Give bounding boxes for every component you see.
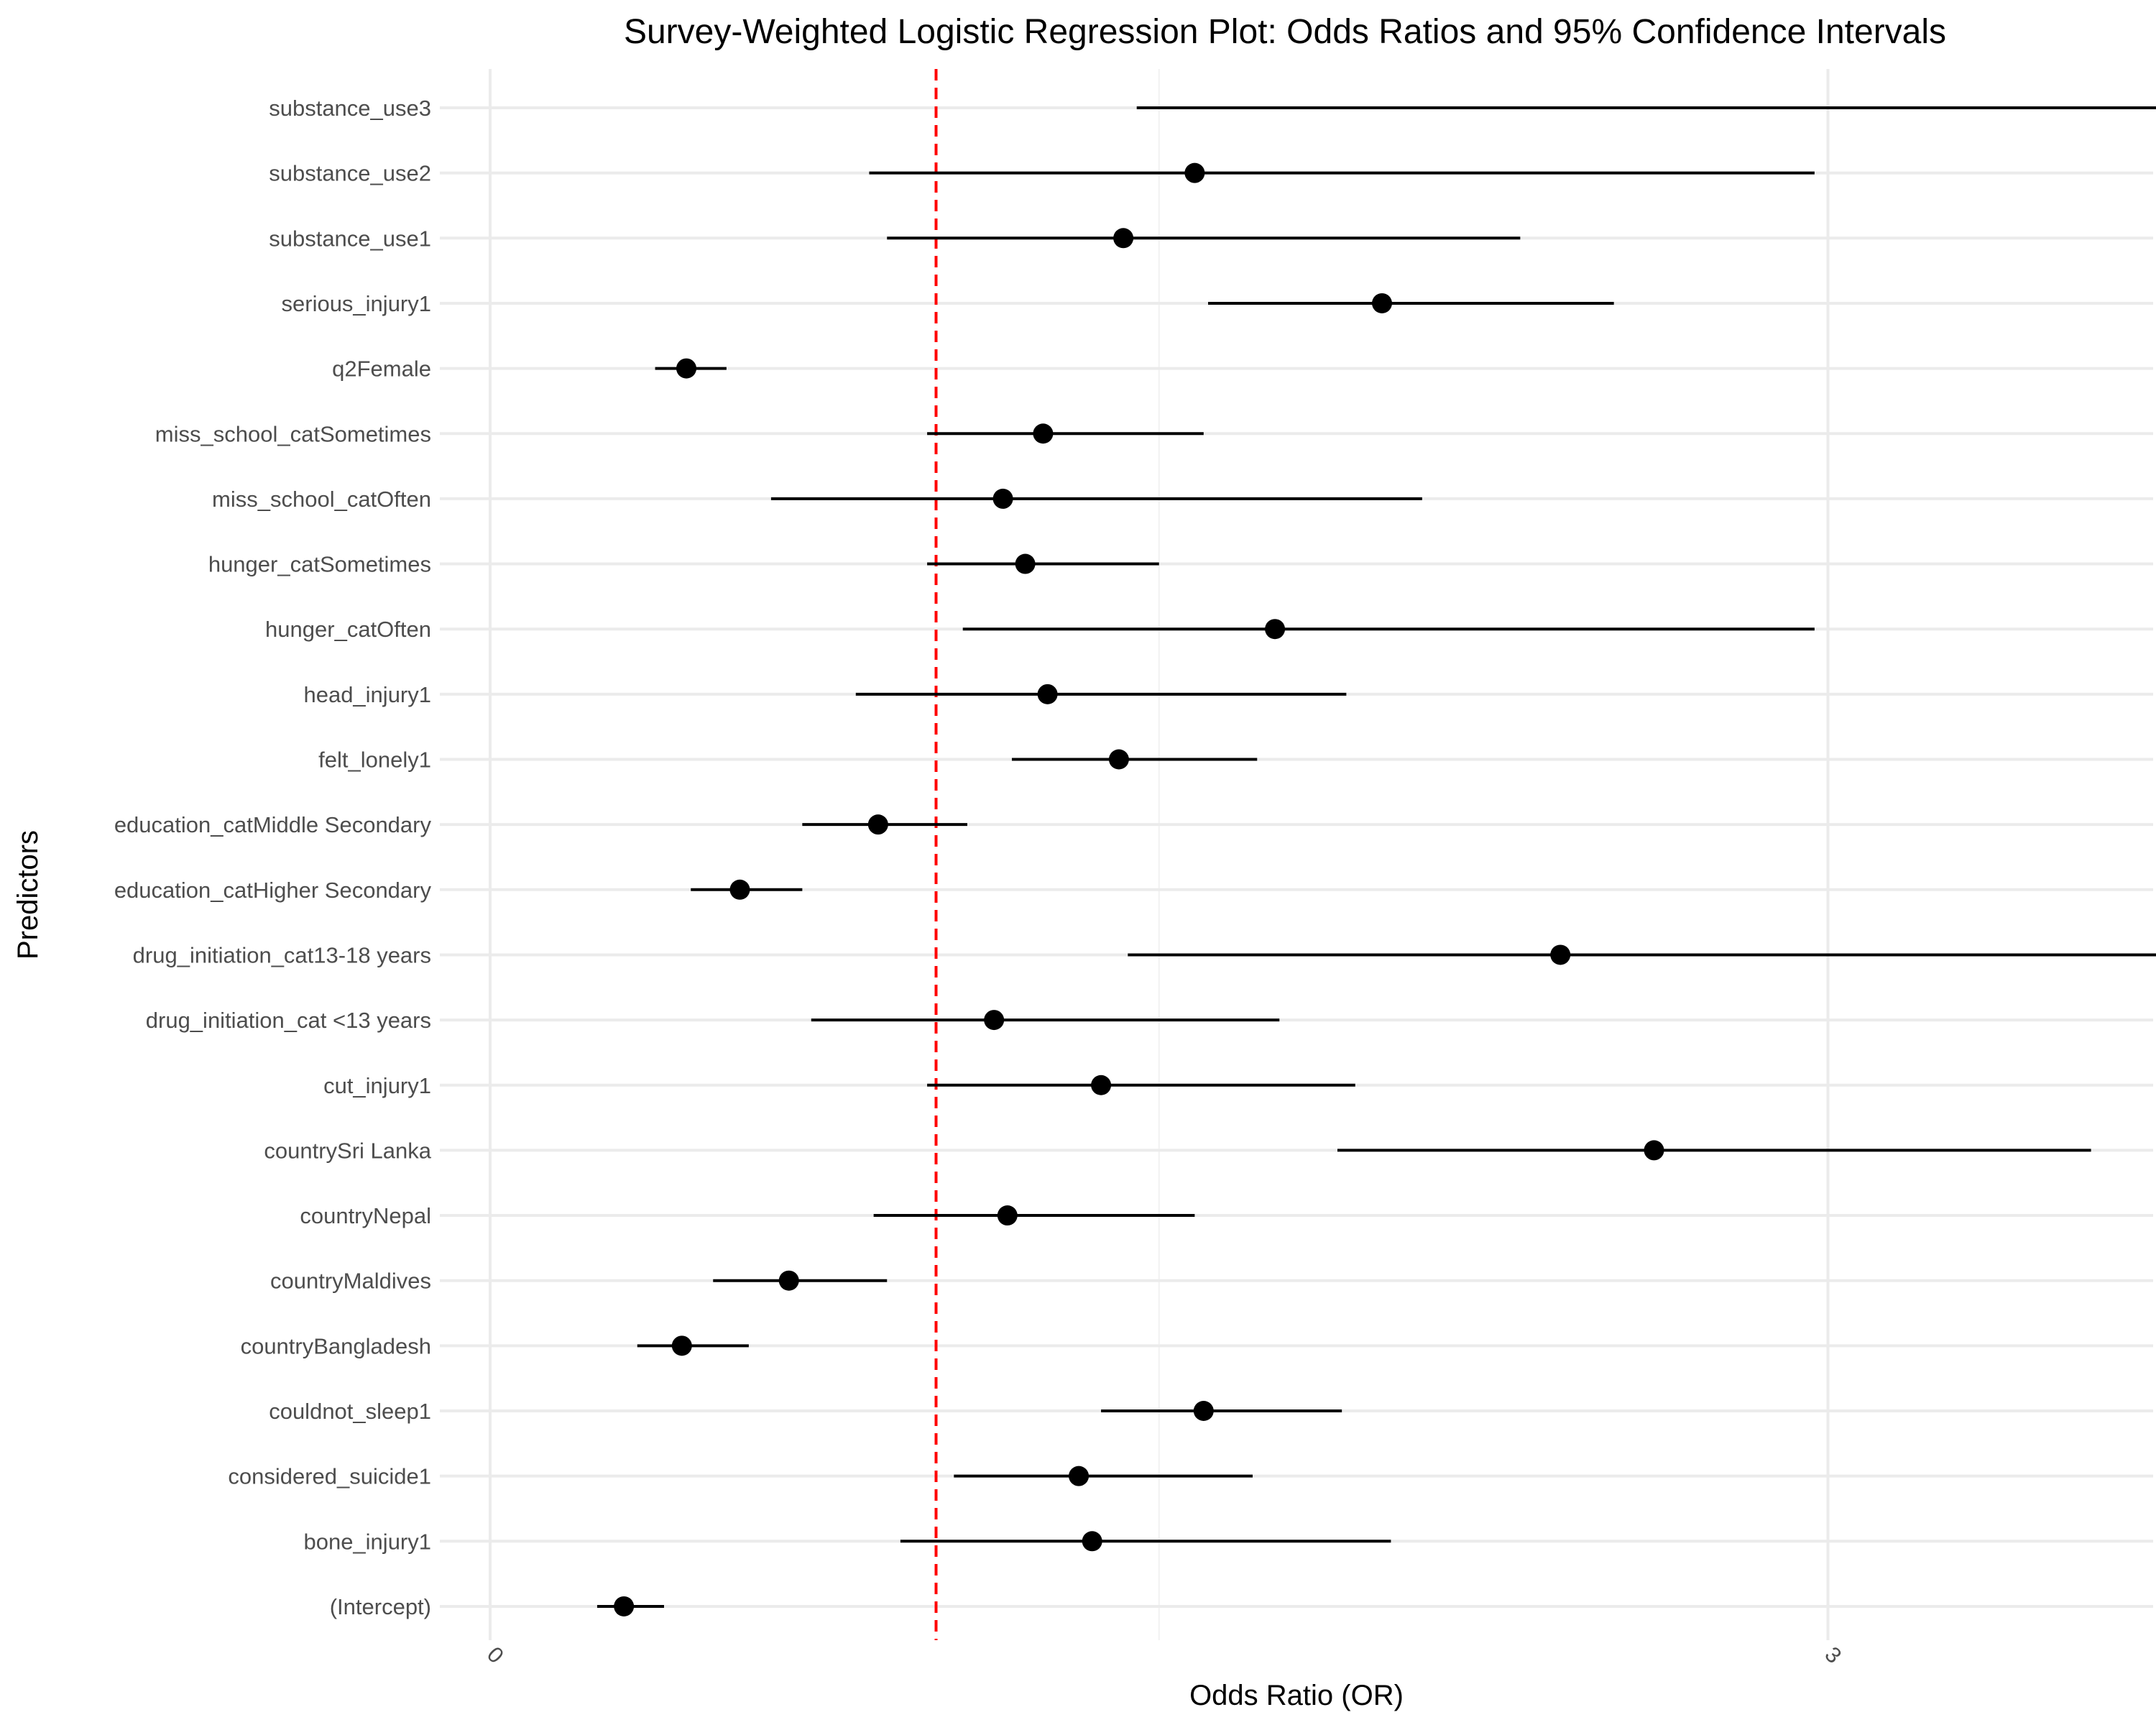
point-layer: [614, 162, 1664, 1616]
or-point: [1113, 228, 1134, 249]
y-tick-label: serious_injury1: [282, 291, 432, 316]
y-tick-label: cut_injury1: [323, 1073, 431, 1098]
y-axis-title: Predictors: [12, 830, 44, 960]
y-tick-label: drug_initiation_cat <13 years: [146, 1008, 431, 1033]
x-tick-label: 3: [1820, 1642, 1846, 1668]
y-tick-label: miss_school_catSometimes: [155, 421, 431, 446]
y-tick-label: substance_use3: [269, 96, 431, 121]
or-point: [984, 1010, 1005, 1031]
y-tick-label: felt_lonely1: [318, 748, 431, 773]
or-point: [1193, 1401, 1214, 1421]
or-point: [671, 1335, 692, 1356]
y-tick-label: hunger_catSometimes: [208, 552, 431, 577]
x-tick-labels: 0369: [482, 1642, 1846, 1668]
y-tick-label: couldnot_sleep1: [269, 1399, 431, 1424]
y-tick-label: drug_initiation_cat13-18 years: [133, 942, 431, 967]
y-tick-label: substance_use1: [269, 226, 431, 251]
x-axis-title: Odds Ratio (OR): [1189, 1680, 1404, 1711]
confidence-interval-layer: [596, 106, 2156, 1608]
y-tick-label: considered_suicide1: [228, 1464, 431, 1489]
x-tick-label: 0: [482, 1642, 509, 1668]
or-point: [1082, 1531, 1102, 1552]
or-point: [676, 358, 697, 379]
or-point: [1091, 1075, 1112, 1095]
y-tick-label: substance_use2: [269, 161, 431, 186]
or-point: [729, 879, 750, 900]
y-tick-label: bone_injury1: [303, 1529, 431, 1554]
y-tick-label: hunger_catOften: [265, 617, 431, 642]
y-tick-label: miss_school_catOften: [212, 487, 431, 512]
or-point: [1550, 944, 1571, 965]
chart-title: Survey-Weighted Logistic Regression Plot…: [624, 13, 1946, 51]
y-tick-label: countrySri Lanka: [264, 1138, 431, 1163]
y-tick-labels: substance_use3 substance_use2 substance_us…: [114, 96, 432, 1619]
or-point: [867, 814, 888, 835]
or-point: [997, 1205, 1018, 1226]
y-tick-label: education_catHigher Secondary: [114, 878, 432, 903]
or-point: [1184, 162, 1205, 183]
y-tick-label: q2Female: [332, 356, 431, 382]
or-point: [1108, 749, 1129, 770]
or-point: [1033, 423, 1054, 444]
y-tick-label: countryNepal: [300, 1203, 431, 1228]
or-point: [1372, 293, 1392, 313]
y-tick-label: (Intercept): [330, 1594, 431, 1619]
y-tick-label: head_injury1: [303, 682, 431, 707]
y-tick-label: education_catMiddle Secondary: [114, 812, 432, 837]
or-point: [1069, 1466, 1089, 1486]
or-point: [1037, 684, 1058, 704]
or-point: [614, 1596, 635, 1616]
or-point: [778, 1270, 799, 1291]
or-point: [1265, 619, 1286, 640]
or-point: [1644, 1140, 1664, 1161]
y-tick-label: countryMaldives: [270, 1269, 431, 1294]
y-tick-label: countryBangladesh: [241, 1333, 431, 1358]
or-point: [992, 488, 1013, 509]
or-point: [1015, 553, 1036, 574]
